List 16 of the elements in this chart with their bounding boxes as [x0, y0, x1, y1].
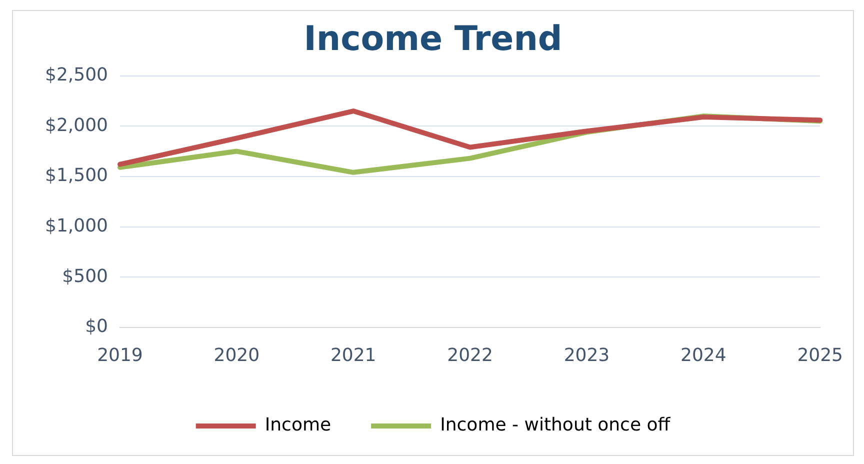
x-tick-label: 2021: [330, 344, 376, 366]
legend-label: Income - without once off: [440, 414, 671, 436]
x-tick-label: 2023: [564, 344, 610, 366]
x-tick-label: 2025: [797, 344, 843, 366]
legend-label: Income: [264, 414, 332, 436]
y-tick-label: $500: [62, 266, 108, 287]
y-tick-label: $2,000: [45, 114, 108, 136]
y-tick-label: $1,500: [45, 165, 108, 186]
y-tick-label: $2,500: [45, 64, 108, 86]
chart-title: Income Trend: [304, 19, 562, 60]
x-tick-label: 2020: [214, 344, 260, 366]
x-tick-label: 2024: [680, 344, 726, 366]
x-tick-label: 2022: [447, 344, 493, 366]
x-tick-label: 2019: [97, 344, 143, 366]
y-tick-label: $1,000: [45, 215, 108, 236]
y-tick-label: $0: [85, 316, 108, 338]
